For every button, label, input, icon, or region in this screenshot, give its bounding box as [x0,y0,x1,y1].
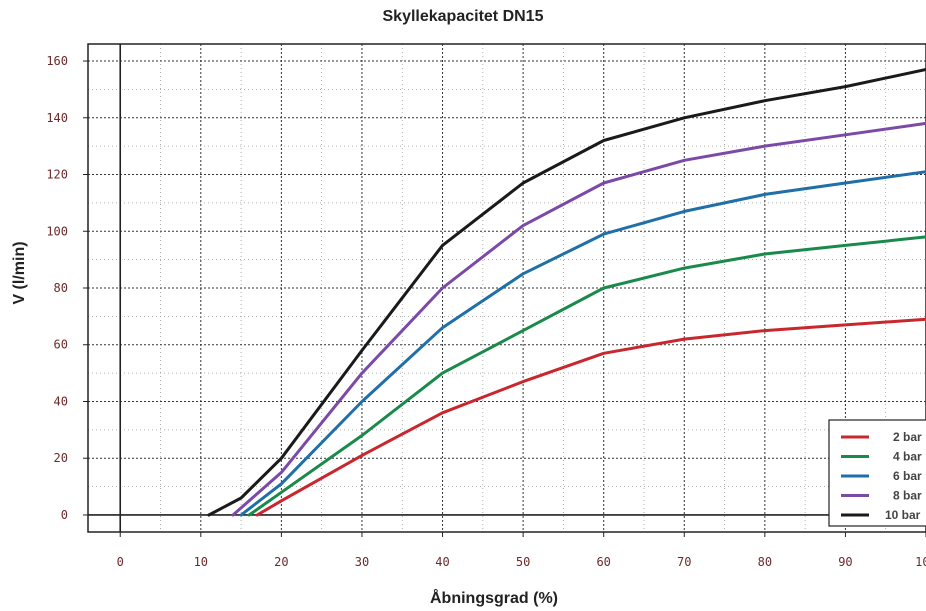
x-tick-label: 60 [596,555,610,569]
x-tick-label: 50 [516,555,530,569]
series-line-6-bar [239,170,926,517]
y-tick-label: 140 [46,111,68,125]
series-line-2-bar [255,317,926,517]
legend-label: 10 bar [885,508,921,522]
series-lines [207,68,926,517]
legend-label: 2 bar [893,430,922,444]
x-tick-label: 100 [915,555,926,569]
legend: 2 bar 4 bar 6 bar 8 bar 10 bar [828,419,926,527]
legend-label: 4 bar [893,450,922,464]
legend-box [828,419,926,527]
x-axis-label: Åbningsgrad (%) [430,590,558,607]
y-tick-label: 20 [54,451,68,465]
axes [83,43,926,537]
grid-lines [88,44,926,532]
y-tick-labels: 0 20 40 60 80 100 120 140 160 [46,54,68,522]
series-line-8-bar [231,121,926,517]
legend-label: 8 bar [893,489,922,503]
y-tick-label: 0 [61,508,68,522]
y-tick-label: 80 [54,281,68,295]
x-tick-label: 30 [355,555,369,569]
x-tick-label: 90 [838,555,852,569]
x-tick-label: 70 [677,555,691,569]
legend-label: 6 bar [893,469,922,483]
x-tick-label: 10 [194,555,208,569]
y-tick-label: 160 [46,54,68,68]
y-tick-label: 100 [46,224,68,238]
y-tick-label: 40 [54,394,68,408]
x-tick-label: 40 [435,555,449,569]
y-tick-label: 120 [46,168,68,182]
x-tick-labels: 0 10 20 30 40 50 60 70 80 90 100 [117,555,926,569]
y-tick-label: 60 [54,338,68,352]
chart-title: Skyllekapacitet DN15 [382,8,544,25]
series-line-4-bar [247,235,926,517]
x-tick-label: 20 [274,555,288,569]
series-line-10-bar [207,68,926,517]
x-tick-label: 0 [117,555,124,569]
x-tick-label: 80 [758,555,772,569]
